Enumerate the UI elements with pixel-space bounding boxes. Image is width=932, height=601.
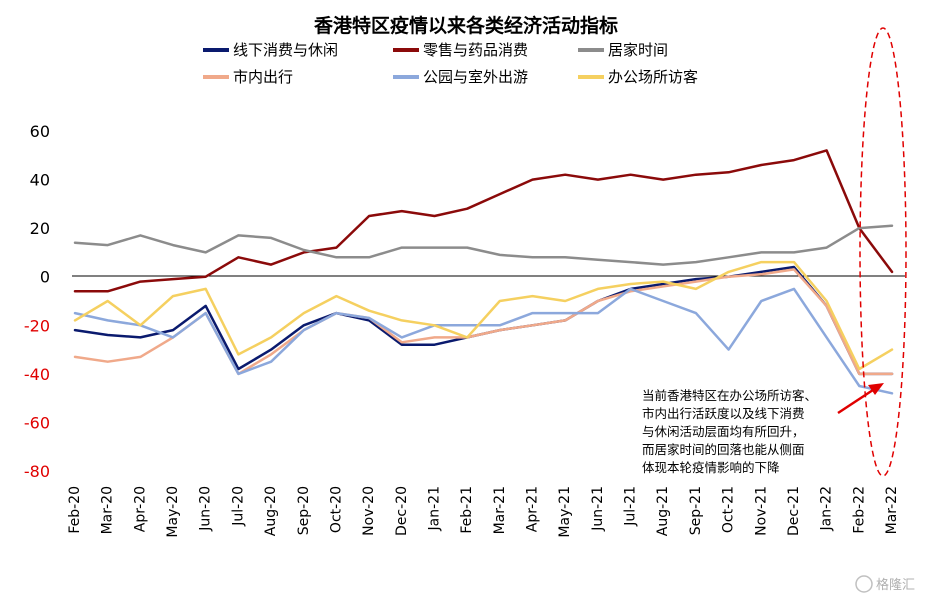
series-line-3 (73, 268, 894, 376)
annotation-line: 而居家时间的回落也能从侧面 (642, 442, 805, 457)
y-tick-label: -40 (24, 365, 50, 384)
x-tick-label: Feb-22 (851, 486, 867, 534)
chart-title: 香港特区疫情以来各类经济活动指标 (313, 14, 618, 37)
x-tick-label: Dec-21 (786, 486, 802, 536)
series-line-2 (73, 224, 894, 266)
watermark-text: 格隆汇 (876, 577, 915, 593)
x-tick-label: Jun-20 (198, 486, 214, 532)
legend-label-5: 办公场所访客 (608, 68, 698, 86)
x-tick-label: Nov-21 (753, 486, 769, 536)
x-tick-label: Mar-21 (492, 486, 508, 534)
watermark-logo-icon (855, 575, 873, 593)
x-tick-label: Sep-20 (296, 486, 312, 535)
x-tick-label: Jul-21 (623, 486, 639, 527)
x-tick-label: Dec-20 (394, 486, 410, 536)
y-tick-label: 40 (30, 171, 50, 190)
x-tick-label: May-20 (165, 486, 181, 538)
x-tick-label: Jan-22 (819, 486, 835, 531)
series-line-4 (73, 287, 894, 395)
annotation-line: 当前香港特区在办公场所访客、 (642, 388, 817, 403)
series-line-5 (73, 260, 894, 371)
y-axis: 60 40 20 0 -20 -40 -60 -80 (24, 122, 50, 481)
series-lines (73, 149, 894, 395)
annotation-line: 体现本轮疫情影响的下降 (642, 460, 780, 475)
x-tick-label: Feb-20 (67, 486, 83, 534)
legend-label-0: 线下消费与休闲 (233, 41, 338, 59)
x-tick-label: Jun-21 (590, 486, 606, 532)
legend-label-1: 零售与药品消费 (423, 41, 528, 59)
x-tick-label: Mar-22 (884, 486, 900, 534)
x-tick-label: Oct-21 (721, 486, 737, 533)
y-tick-label: -20 (24, 316, 50, 335)
y-tick-label: 0 (40, 268, 50, 287)
annotation-text: 当前香港特区在办公场所访客、市内出行活跃度以及线下消费与休闲活动层面均有所回升，… (642, 388, 817, 475)
annotation-line: 市内出行活跃度以及线下消费 (642, 406, 805, 421)
y-tick-label: -60 (24, 413, 50, 432)
watermark: 格隆汇 (855, 575, 915, 593)
x-tick-label: Nov-20 (361, 486, 377, 536)
y-tick-label: 20 (30, 219, 50, 238)
y-tick-label: 60 (30, 122, 50, 141)
x-tick-label: Apr-20 (132, 486, 148, 532)
x-axis: Feb-20 Mar-20 Apr-20 May-20 Jun-20 Jul-20 Aug-… (67, 486, 900, 538)
x-tick-label: Feb-21 (459, 486, 475, 534)
x-tick-label: Sep-21 (688, 486, 704, 535)
annotation-arrow-head (868, 383, 884, 395)
series-line-1 (73, 149, 894, 293)
x-tick-label: Jul-20 (230, 486, 246, 527)
legend-label-4: 公园与室外出游 (423, 68, 528, 86)
annotation-line: 与休闲活动层面均有所回升， (642, 424, 805, 439)
x-tick-label: Oct-20 (328, 486, 344, 533)
x-tick-label: Mar-20 (100, 486, 116, 534)
x-tick-label: Aug-20 (263, 486, 279, 536)
x-tick-label: Apr-21 (525, 486, 541, 532)
highlight-ellipse (859, 27, 907, 477)
legend-label-2: 居家时间 (608, 41, 668, 59)
x-tick-label: Aug-21 (655, 486, 671, 536)
x-tick-label: May-21 (557, 486, 573, 538)
annotation-arrow (837, 386, 877, 415)
y-tick-label: -80 (24, 462, 50, 481)
x-tick-label: Jan-21 (426, 486, 442, 531)
legend-label-3: 市内出行 (233, 68, 293, 86)
